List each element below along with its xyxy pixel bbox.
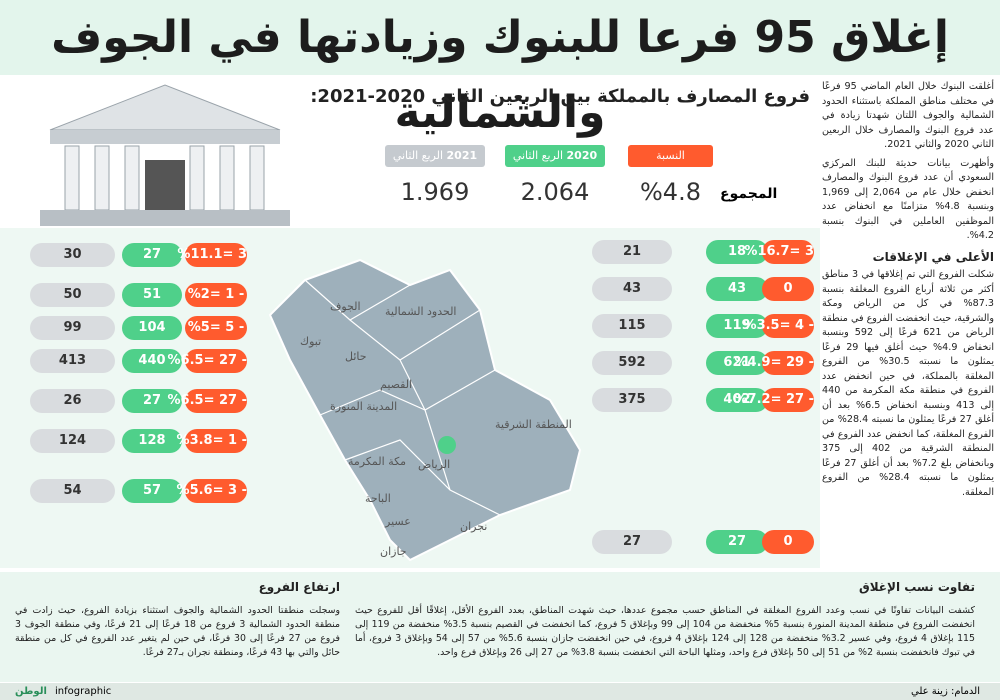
change: - 3 =%5.6 [177,479,247,503]
region-label: الرياض [418,458,451,471]
paragraph: وسجلت منطقتا الحدود الشمالية والجوف استث… [15,605,340,658]
region-label: الجوف [330,300,361,313]
header-year: 2021 [446,149,478,162]
region-label: نجران [460,520,488,533]
change: 0 [762,530,814,554]
region-label: المنطقة الشرقية [495,418,572,431]
change: - 1 =%3.8 [177,429,247,453]
header-2021: 2021 الربع الثاني 2021 [385,145,485,184]
paragraph: شكلت الفروع التي تم إغلاقها في 3 مناطق أ… [822,269,995,498]
header-year: 2020 [566,149,598,162]
value-2020: 128 [122,429,182,453]
bottom-right: تفاوت نسب الإغلاق كشفت البيانات تفاوتًا … [355,580,975,660]
brand: الوطن [15,686,47,697]
map [268,258,582,562]
total-2020: 2.064 [520,178,590,206]
region-label: المدينة المنورة [330,400,398,413]
change: - 29 =%4.9 [735,351,814,375]
value-2020: 621 [706,351,768,375]
bottom-left: ارتفاع الفروع وسجلت منطقتا الحدود الشمال… [15,580,340,660]
change: - 4 =%3.5 [744,314,814,338]
value-2020: 104 [122,316,182,340]
value-2021: 30 [30,243,115,267]
bank-building [40,84,290,226]
value-2021: 50 [30,283,115,307]
heading: ارتفاع الفروع [258,580,340,594]
value-2021: 375 [592,388,672,412]
region-label: تبوك [300,335,322,348]
value-2021: 21 [592,240,672,264]
value-2020: 402 [706,388,768,412]
value-2021: 99 [30,316,115,340]
value-2020: 18 [706,240,768,264]
value-2021: 115 [592,314,672,338]
footer: الوطن infographic الدمام: زينة علي [0,683,1000,700]
title: إغلاق 95 فرعا للبنوك وزيادتها في الجوف و… [0,0,1000,138]
value-2021: 27 [592,530,672,554]
paragraph: وأظهرت بيانات حديثة للبنك المركزي السعود… [822,157,994,242]
value-2020: 440 [122,349,182,373]
value-2021: 592 [592,351,672,375]
value-2021: 413 [30,349,115,373]
region-label: الباحة [365,492,391,505]
total-label: المجموع [720,186,778,202]
total-2021: 1.969 [400,178,470,206]
subtitle: فروع المصارف بالمملكة بين الربعين الثاني… [310,86,810,107]
change: - 5 =%5 [185,316,247,340]
header-change: النسبة [628,145,713,167]
value-2021: 124 [30,429,115,453]
header-2020: 2020 الربع الثاني 2020 [505,145,605,184]
region-label: حائل [345,350,367,363]
paragraph: أغلقت البنوك خلال العام الماضي 95 فرعًا … [822,81,995,150]
value-2020: 27 [706,530,768,554]
change: 3 =%16.7 [744,240,814,264]
value-2021: 43 [592,277,672,301]
region-label: القصيم [380,378,413,391]
change: - 27 =%7.2 [735,388,814,412]
region-label: مكة المكرمة [348,455,407,468]
region-label: الحدود الشمالية [385,305,457,318]
change: - 1 =%2 [185,283,247,307]
value-2020: 27 [122,389,182,413]
change: 0 [762,277,814,301]
value-2020: 119 [706,314,768,338]
region-label: عسير [385,515,411,528]
heading: تفاوت نسب الإغلاق [858,580,975,594]
side-text: أغلقت البنوك خلال العام الماضي 95 فرعًا … [822,80,994,570]
region-label: جازان [380,545,407,558]
value-2021: 26 [30,389,115,413]
paragraph: كشفت البيانات تفاوتًا في نسب وعدد الفروع… [355,605,975,658]
change: - 27 =%6.5 [168,389,247,413]
value-2020: 43 [706,277,768,301]
bottom-band [0,572,1000,682]
value-2020: 51 [122,283,182,307]
total-change: %4.8 [640,178,701,206]
credit: الدمام: زينة علي [911,686,980,697]
header-label: الربع الثاني 2020 [512,149,569,184]
change: 3 =%11.1 [177,243,247,267]
heading: الأعلى في الإغلاقات [872,249,994,264]
change: - 27 =%6.5 [168,349,247,373]
value-2020: 27 [122,243,182,267]
header-label: الربع الثاني 2021 [392,149,449,184]
value-2020: 57 [122,479,182,503]
value-2021: 54 [30,479,115,503]
footer-label: infographic [55,686,112,697]
